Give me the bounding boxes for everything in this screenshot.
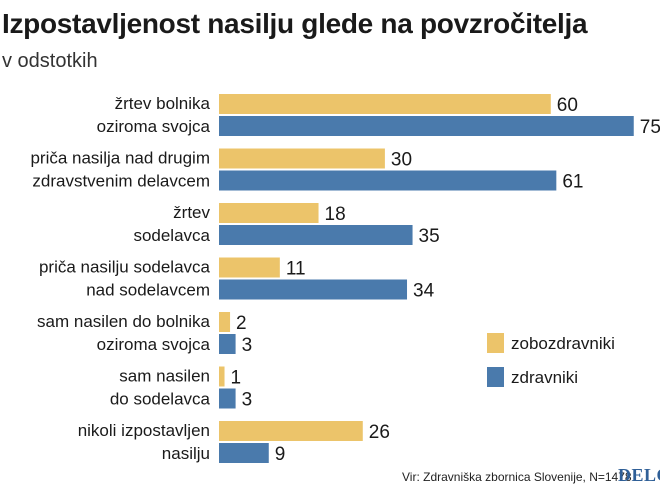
bar-zobozdravniki <box>219 94 551 114</box>
legend-label-zdravniki: zdravniki <box>511 368 578 387</box>
category-label: nikoli izpostavljen <box>78 421 210 440</box>
bar-zobozdravniki <box>219 421 363 441</box>
value-label: 9 <box>275 444 286 465</box>
category-label: žrtev <box>173 203 210 222</box>
value-label: 3 <box>242 390 253 411</box>
bar-zobozdravniki <box>219 203 319 223</box>
bar-zobozdravniki <box>219 148 385 169</box>
value-label: 75 <box>640 117 660 138</box>
bar-zdravniki <box>219 334 236 354</box>
bar-zdravniki <box>219 170 557 191</box>
value-label: 34 <box>413 281 435 302</box>
bar-zobozdravniki <box>219 366 225 387</box>
value-label: 26 <box>369 422 390 443</box>
bar-zdravniki <box>219 279 408 300</box>
category-label: nad sodelavcem <box>86 281 210 300</box>
category-label: sodelavca <box>133 226 210 245</box>
category-label: nasilju <box>162 444 210 463</box>
category-label: sam nasilen do bolnika <box>37 312 210 331</box>
value-label: 3 <box>242 335 253 356</box>
source-note: Vir: Zdravniška zbornica Slovenije, N=14… <box>402 470 632 484</box>
value-label: 60 <box>557 95 578 116</box>
bar-zobozdravniki <box>219 257 280 278</box>
value-label: 30 <box>391 150 412 171</box>
delo-logo: DELO <box>618 465 660 485</box>
chart-subtitle: v odstotkih <box>2 50 98 72</box>
value-label: 18 <box>325 204 346 225</box>
legend-swatch-zdravniki <box>487 367 504 387</box>
value-label: 2 <box>236 313 247 334</box>
category-label: do sodelavca <box>110 390 211 409</box>
value-label: 61 <box>562 172 583 193</box>
bar-zdravniki <box>219 225 413 245</box>
category-label: oziroma svojca <box>97 117 211 136</box>
bar-zobozdravniki <box>219 312 231 332</box>
legend-swatch-zobozdravniki <box>487 333 504 353</box>
bar-zdravniki <box>219 116 634 136</box>
bar-zdravniki <box>219 443 269 463</box>
value-label: 1 <box>231 368 242 389</box>
bar-zdravniki <box>219 388 236 409</box>
category-label: žrtev bolnika <box>115 94 211 113</box>
category-label: zdravstvenim delavcem <box>32 172 210 191</box>
legend-label-zobozdravniki: zobozdravniki <box>511 334 615 353</box>
chart-title: Izpostavljenost nasilju glede na povzroč… <box>2 8 588 39</box>
category-label: priča nasilja nad drugim <box>30 149 210 168</box>
category-label: oziroma svojca <box>97 335 211 354</box>
category-label: priča nasilju sodelavca <box>39 258 211 277</box>
value-label: 11 <box>286 259 306 280</box>
value-label: 35 <box>419 226 440 247</box>
category-label: sam nasilen <box>119 367 210 386</box>
